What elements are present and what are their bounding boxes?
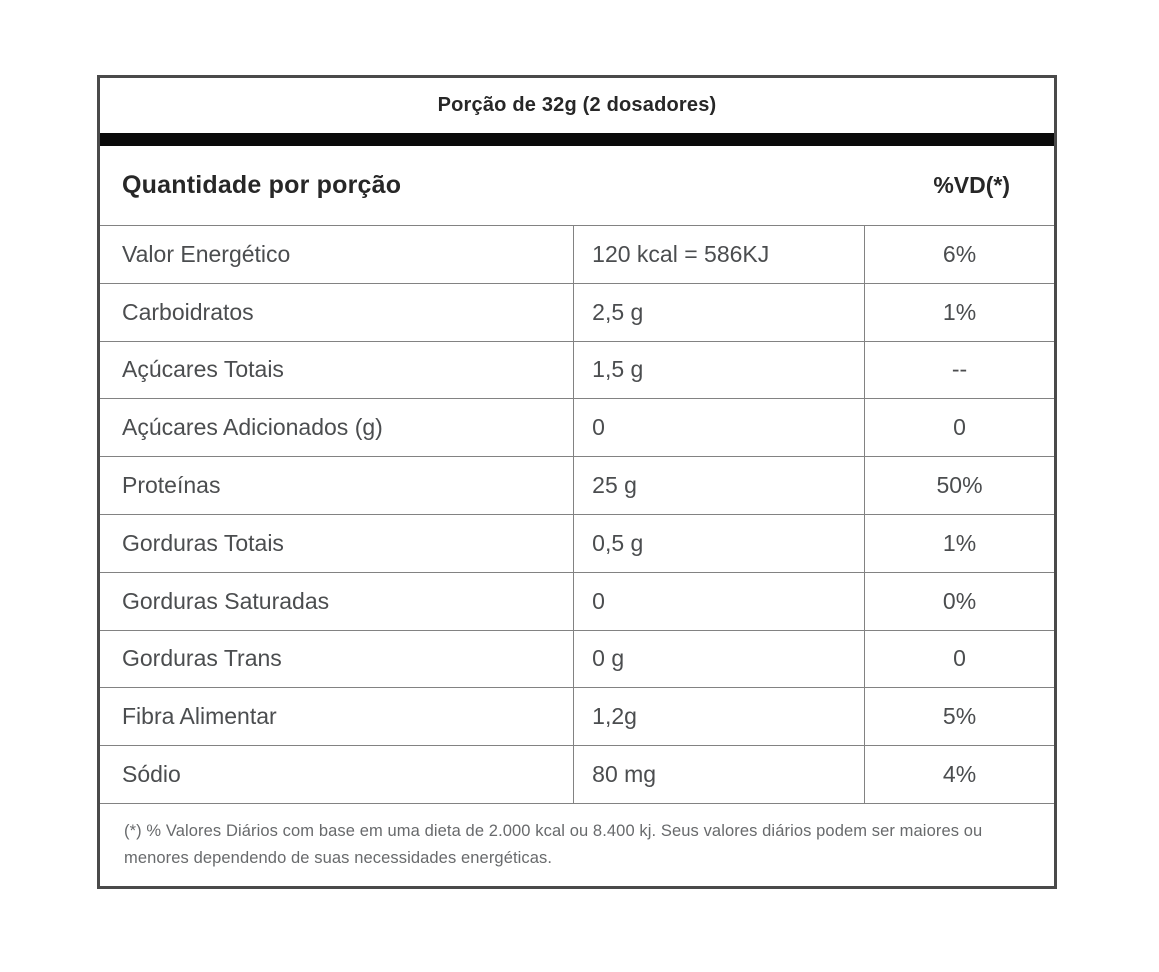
thick-divider-bar: [100, 133, 1054, 146]
nutrient-amount: 1,2g: [573, 688, 866, 746]
table-row: Valor Energético 120 kcal = 586KJ 6%: [100, 226, 1054, 284]
table-row: Gorduras Trans 0 g 0: [100, 630, 1054, 689]
nutrient-label: Gorduras Trans: [122, 645, 282, 672]
nutrient-label: Carboidratos: [122, 298, 254, 325]
nutrient-dv: 5%: [942, 703, 977, 730]
table-row: Gorduras Totais 0,5 g 1%: [100, 514, 1054, 573]
table-row: Açúcares Totais 1,5 g --: [100, 341, 1054, 400]
nutrient-amount: 0 g: [573, 630, 866, 688]
nutrient-label: Valor Energético: [122, 240, 291, 267]
nutrient-label: Sódio: [122, 761, 181, 788]
nutrient-amount: 0: [573, 399, 866, 457]
serving-size-header: Porção de 32g (2 dosadores): [437, 94, 717, 116]
table-row: Carboidratos 2,5 g 1%: [100, 283, 1054, 342]
daily-values-footnote: (*) % Valores Diários com base em uma di…: [124, 821, 983, 867]
nutrient-amount: 0: [573, 572, 866, 630]
nutrient-dv: 50%: [936, 472, 983, 499]
nutrient-label: Gorduras Totais: [122, 529, 284, 556]
nutrient-dv: 1%: [942, 529, 977, 556]
table-body: Valor Energético 120 kcal = 586KJ 6% Car…: [100, 226, 1054, 804]
table-row: Proteínas 25 g 50%: [100, 457, 1054, 515]
table-row: Fibra Alimentar 1,2g 5%: [100, 688, 1054, 747]
nutrient-label: Fibra Alimentar: [122, 703, 277, 730]
nutrient-amount: 25 g: [573, 457, 866, 514]
nutrient-label: Proteínas: [122, 472, 221, 499]
nutrition-facts-table: Porção de 32g (2 dosadores) Quantidade p…: [97, 75, 1057, 889]
nutrient-dv: 0%: [942, 587, 977, 614]
nutrient-dv: 0: [953, 414, 966, 441]
nutrient-dv: --: [951, 356, 968, 383]
nutrient-label: Açúcares Totais: [122, 356, 284, 383]
nutrient-dv: 1%: [942, 298, 977, 325]
nutrient-amount: 1,5 g: [573, 341, 866, 399]
nutrient-amount: 80 mg: [573, 746, 866, 803]
nutrient-label: Açúcares Adicionados (g): [122, 414, 383, 441]
nutrient-dv: 4%: [942, 761, 977, 788]
nutrient-amount: 0,5 g: [573, 514, 866, 572]
daily-value-heading: %VD(*): [933, 172, 1010, 198]
nutrient-dv: 0: [953, 645, 966, 672]
table-row: Açúcares Adicionados (g) 0 0: [100, 399, 1054, 458]
nutrient-label: Gorduras Saturadas: [122, 587, 330, 614]
columns-header-row: Quantidade por porção %VD(*): [100, 146, 1054, 226]
nutrient-amount: 120 kcal = 586KJ: [573, 226, 866, 283]
amount-per-serving-heading: Quantidade por porção: [122, 171, 402, 199]
nutrient-dv: 6%: [942, 240, 977, 267]
nutrient-amount: 2,5 g: [573, 283, 866, 341]
table-row: Gorduras Saturadas 0 0%: [100, 572, 1054, 631]
table-row: Sódio 80 mg 4%: [100, 746, 1054, 804]
